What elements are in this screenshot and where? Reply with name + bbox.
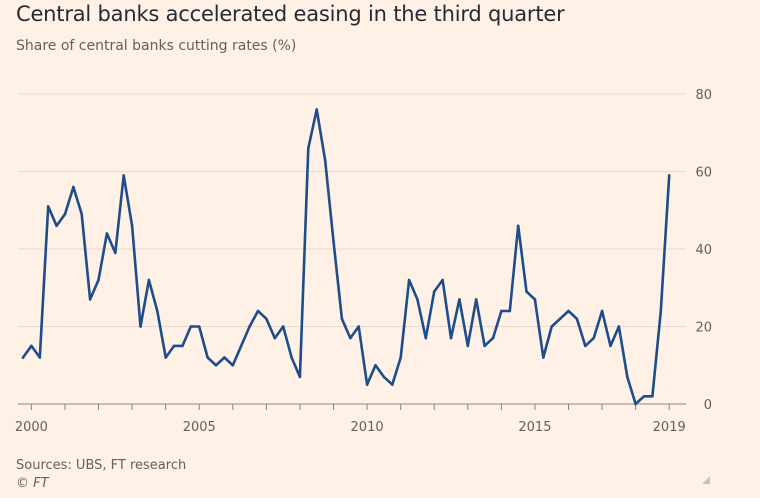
- data-point: [483, 344, 486, 348]
- data-point: [516, 224, 520, 228]
- data-point: [315, 108, 319, 111]
- data-point: [432, 290, 436, 293]
- resize-corner-icon: [702, 476, 710, 484]
- data-point: [206, 356, 209, 359]
- data-point: [197, 325, 201, 328]
- data-point: [265, 317, 268, 321]
- data-point: [189, 325, 193, 328]
- data-point: [357, 325, 360, 328]
- chart-footer: Sources: UBS, FT research © FT: [16, 457, 186, 493]
- x-tick-label: 2005: [183, 420, 216, 435]
- x-tick-label: 2015: [518, 420, 551, 435]
- data-point: [155, 309, 159, 313]
- data-point: [223, 356, 226, 359]
- data-point: [533, 298, 537, 301]
- data-point: [508, 309, 512, 313]
- data-point: [466, 344, 470, 348]
- chart-subtitle: Share of central banks cutting rates (%): [16, 38, 297, 54]
- x-tick-label: 2000: [15, 420, 48, 435]
- data-point: [525, 290, 528, 293]
- data-point: [449, 336, 453, 340]
- data-point: [617, 325, 621, 328]
- data-point: [542, 356, 545, 359]
- data-point: [290, 356, 293, 359]
- data-point: [390, 383, 394, 386]
- data-point: [474, 298, 478, 301]
- data-point: [80, 212, 84, 216]
- data-point: [105, 232, 109, 235]
- source-note: Sources: UBS, FT research: [16, 458, 187, 473]
- data-point: [567, 309, 570, 313]
- data-point: [500, 309, 503, 313]
- data-point: [424, 336, 428, 340]
- data-point: [172, 344, 176, 348]
- data-point: [248, 325, 251, 328]
- data-point: [382, 375, 386, 379]
- data-point: [659, 309, 663, 313]
- x-tick-label: 2010: [351, 420, 384, 435]
- data-point: [583, 344, 587, 348]
- chart-title: Central banks accelerated easing in the …: [16, 2, 565, 26]
- data-point: [273, 336, 277, 340]
- data-point: [365, 383, 369, 386]
- data-point: [407, 278, 411, 282]
- data-point: [38, 356, 42, 359]
- data-point: [634, 402, 637, 406]
- y-tick-label: 0: [704, 398, 712, 413]
- x-tick-label: 2019: [653, 420, 686, 435]
- data-point: [625, 375, 629, 379]
- data-point: [231, 363, 235, 367]
- data-point: [441, 278, 444, 282]
- data-point: [458, 298, 461, 301]
- data-point: [30, 344, 33, 348]
- data-point: [332, 239, 335, 243]
- data-point: [651, 394, 654, 398]
- y-tick-label: 60: [695, 166, 712, 181]
- data-point: [21, 356, 25, 359]
- series-line: [21, 108, 671, 406]
- data-point: [239, 344, 243, 348]
- data-point: [147, 278, 151, 282]
- data-point: [642, 394, 646, 398]
- data-point: [558, 317, 562, 321]
- data-point: [340, 317, 344, 321]
- y-tick-label: 20: [695, 321, 712, 336]
- data-point: [63, 212, 67, 216]
- data-point: [164, 356, 167, 359]
- data-point: [298, 375, 302, 379]
- data-point: [307, 146, 310, 150]
- data-point: [122, 174, 126, 177]
- data-point: [55, 224, 58, 228]
- data-point: [491, 336, 495, 340]
- data-point: [281, 325, 285, 328]
- copyright-note: © FT: [16, 476, 49, 491]
- data-point: [72, 185, 75, 189]
- data-point: [256, 309, 260, 313]
- data-point: [181, 344, 184, 348]
- data-point: [609, 344, 612, 348]
- y-tick-label: 40: [695, 243, 712, 258]
- data-point: [416, 298, 419, 301]
- data-point: [130, 224, 134, 228]
- data-point: [139, 325, 142, 328]
- data-point: [575, 317, 579, 321]
- data-point: [114, 251, 117, 255]
- data-point: [399, 356, 402, 359]
- data-point: [214, 363, 218, 367]
- data-point: [550, 325, 554, 328]
- data-point: [97, 278, 100, 282]
- data-point: [600, 309, 604, 313]
- y-tick-label: 80: [695, 88, 712, 103]
- data-point: [667, 174, 671, 177]
- data-point: [46, 205, 50, 208]
- data-point: [88, 298, 92, 301]
- data-point: [349, 336, 352, 340]
- data-point: [323, 158, 327, 162]
- data-point: [592, 336, 595, 340]
- data-point: [374, 363, 377, 367]
